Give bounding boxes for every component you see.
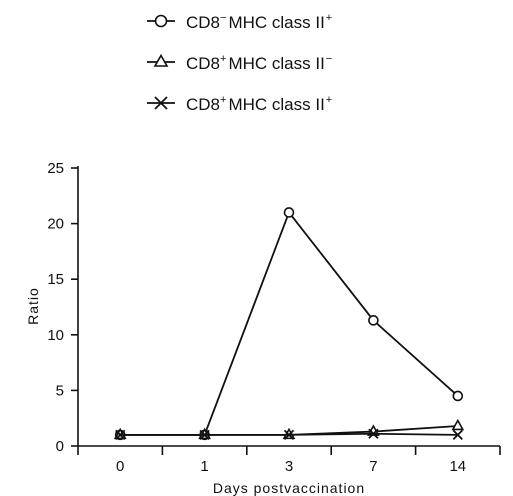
data-point-circle (452, 390, 464, 402)
series-line-1 (120, 210, 459, 436)
series-1 (114, 207, 464, 441)
x-tick-label: 14 (449, 458, 466, 475)
legend-item-1: CD8− MHC class II+ (147, 12, 332, 32)
data-point-x (115, 429, 126, 441)
legend-label-2: CD8+ MHC class II− (186, 53, 332, 73)
y-tick-label: 15 (47, 271, 64, 288)
x-tick-label: 1 (200, 458, 208, 475)
data-point-triangle (451, 418, 465, 431)
legend-marker-x-icon (154, 96, 168, 110)
legend-label-3: CD8+ MHC class II+ (186, 94, 332, 114)
x-axis-ticks: 0 1 3 7 14 (77, 446, 501, 475)
y-axis-title: Ratio (25, 287, 41, 325)
y-axis-ticks: 0 5 10 15 20 25 (47, 160, 78, 455)
y-tick-label: 20 (47, 216, 64, 233)
legend: CD8− MHC class II+ CD8+ MHC class II− CD8+… (147, 12, 332, 114)
data-point-circle (368, 315, 379, 326)
legend-marker-triangle-icon (153, 53, 169, 67)
legend-item-3: CD8+ MHC class II+ (147, 94, 332, 114)
y-tick-label: 25 (47, 160, 64, 177)
data-point-x (368, 428, 379, 439)
series-layer (113, 207, 465, 441)
legend-label-1: CD8− MHC class II+ (186, 12, 332, 32)
x-tick-label: 3 (285, 458, 293, 475)
x-axis-title: Days postvaccination (213, 480, 365, 496)
x-tick-label: 0 (116, 458, 124, 475)
y-tick-label: 10 (47, 327, 64, 344)
x-tick-label: 7 (369, 458, 377, 475)
y-tick-label: 0 (56, 438, 64, 455)
legend-item-2: CD8+ MHC class II− (147, 53, 332, 73)
data-point-x (452, 429, 463, 441)
data-point-x (199, 429, 210, 441)
data-point-x (283, 429, 295, 441)
data-point-circle (283, 207, 295, 218)
series-3 (115, 428, 463, 441)
legend-marker-circle-icon (154, 14, 168, 28)
y-tick-label: 5 (56, 382, 64, 399)
